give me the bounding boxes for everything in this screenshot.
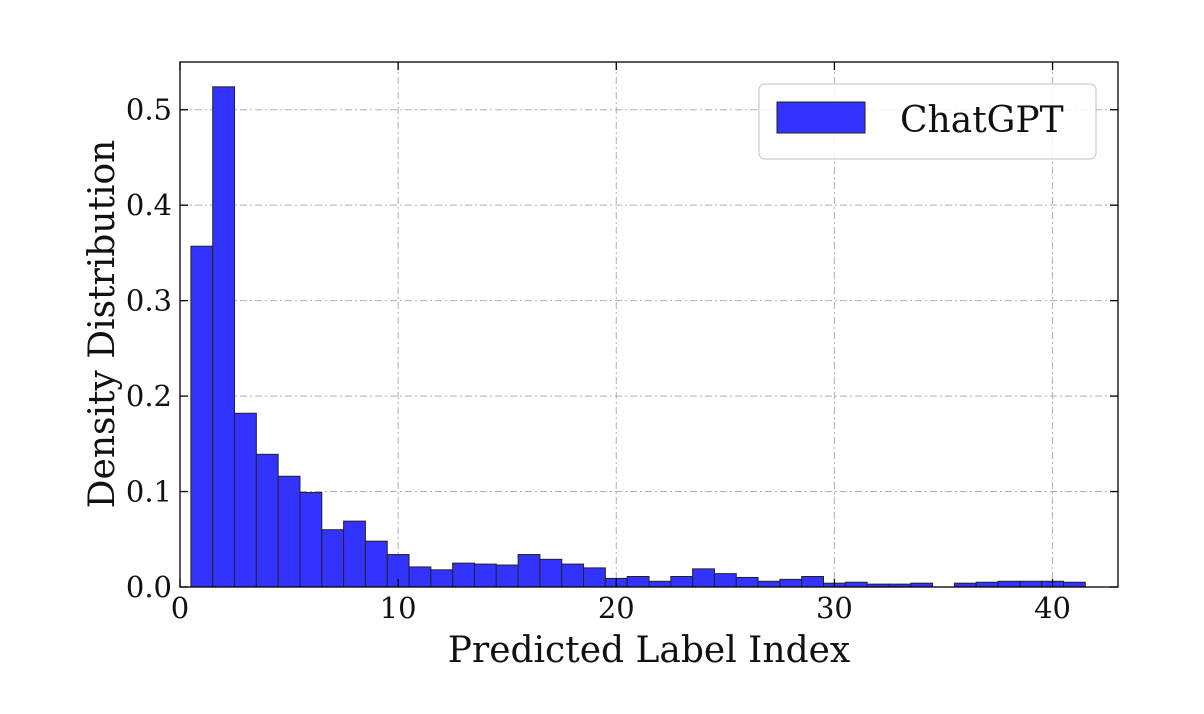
histogram-bar: [713, 573, 737, 588]
histogram-bar: [1019, 580, 1043, 588]
histogram-bar: [801, 576, 825, 588]
y-tick-label: 0.5: [126, 93, 172, 127]
histogram-bar: [779, 578, 803, 588]
legend: ChatGPT: [758, 83, 1097, 160]
histogram-bar: [735, 576, 759, 588]
histogram-bar: [539, 558, 563, 588]
x-tick-label: 20: [598, 591, 635, 625]
histogram-bar: [321, 529, 345, 588]
histogram-bar: [473, 563, 497, 588]
histogram-bar: [495, 564, 519, 588]
histogram-bar: [626, 576, 650, 588]
histogram-bar: [364, 540, 388, 588]
histogram-bar: [212, 86, 236, 588]
histogram-bar: [648, 580, 672, 588]
histogram-bar: [975, 581, 999, 588]
x-tick-label: 0: [171, 591, 189, 625]
legend-swatch: [776, 101, 866, 134]
y-tick-label: 0.4: [126, 188, 172, 222]
histogram-bar: [1062, 581, 1086, 588]
y-tick-label: 0.1: [126, 475, 172, 509]
histogram-bar: [343, 520, 366, 588]
histogram-bar: [234, 412, 257, 588]
x-axis-title: Predicted Label Index: [448, 630, 850, 671]
histogram-bar: [692, 568, 715, 588]
x-tick-labels: 0 10 20 30 40: [171, 591, 1071, 625]
y-tick-label: 0.3: [126, 284, 172, 318]
histogram-bar: [844, 581, 868, 588]
histogram-bar: [517, 554, 541, 588]
plot-frame: [179, 61, 1119, 588]
histogram-bar: [255, 453, 279, 588]
x-tick-label: 30: [816, 591, 853, 625]
grid-lines: [180, 62, 1118, 587]
y-tick-labels: 0.0 0.1 0.2 0.3 0.4 0.5: [126, 93, 172, 604]
histogram-bar: [299, 492, 323, 588]
histogram-bar: [757, 580, 781, 588]
bars: [190, 86, 1086, 588]
x-tick-label: 40: [1034, 591, 1071, 625]
histogram-bar: [670, 576, 694, 588]
histogram-bar: [277, 475, 301, 588]
y-tick-label: 0.2: [126, 379, 172, 413]
histogram-bar: [583, 567, 606, 588]
histogram-bar: [408, 566, 432, 588]
histogram-bar: [561, 563, 585, 588]
histogram-bar: [190, 245, 214, 588]
histogram-bar: [430, 569, 454, 588]
histogram-bar: [997, 580, 1021, 588]
histogram-bar: [452, 562, 475, 588]
legend-label: ChatGPT: [900, 100, 1064, 141]
y-tick-label: 0.0: [126, 570, 172, 604]
y-axis-title: Density Distribution: [82, 140, 123, 509]
x-tick-label: 10: [380, 591, 417, 625]
